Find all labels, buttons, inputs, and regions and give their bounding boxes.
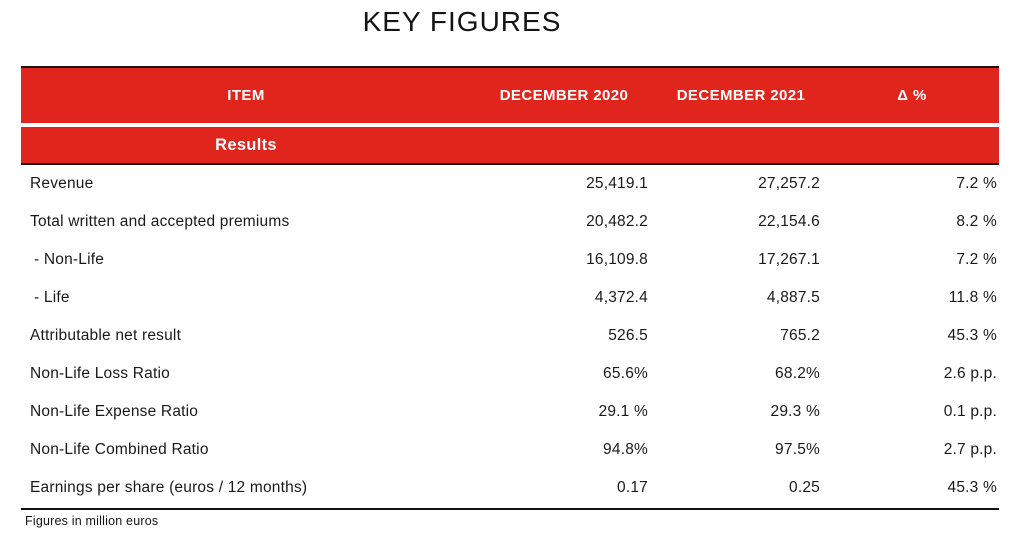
- row-item: Total written and accepted premiums: [30, 213, 290, 230]
- row-dec-2021: 29.3 %: [770, 403, 820, 420]
- row-delta: 8.2 %: [956, 213, 997, 230]
- row-dec-2021: 22,154.6: [758, 213, 820, 230]
- table-row: - Non-Life 16,109.8 17,267.1 7.2 %: [21, 241, 999, 279]
- row-item: Revenue: [30, 175, 94, 192]
- row-item: Earnings per share (euros / 12 months): [30, 479, 308, 496]
- row-dec-2020: 65.6%: [603, 365, 648, 382]
- row-delta: 0.1 p.p.: [943, 403, 997, 420]
- column-header-dec-2021: DECEMBER 2021: [676, 87, 806, 104]
- row-dec-2020: 4,372.4: [594, 289, 648, 306]
- table-bottom-rule: [21, 508, 999, 510]
- row-dec-2020: 20,482.2: [586, 213, 648, 230]
- column-header-dec-2020: DECEMBER 2020: [499, 87, 629, 104]
- row-delta: 7.2 %: [956, 175, 997, 192]
- row-item: Non-Life Loss Ratio: [30, 365, 170, 382]
- row-dec-2021: 4,887.5: [766, 289, 820, 306]
- row-delta: 45.3 %: [947, 479, 997, 496]
- column-header-item: ITEM: [227, 87, 265, 104]
- row-dec-2021: 765.2: [780, 327, 820, 344]
- table-row: Non-Life Expense Ratio 29.1 % 29.3 % 0.1…: [21, 393, 999, 431]
- footnote: Figures in million euros: [25, 514, 159, 528]
- column-header-delta: Δ %: [897, 87, 927, 104]
- row-dec-2021: 17,267.1: [758, 251, 820, 268]
- section-bottom-rule: [21, 163, 999, 165]
- row-dec-2020: 94.8%: [603, 441, 648, 458]
- row-dec-2020: 526.5: [608, 327, 648, 344]
- row-dec-2020: 0.17: [617, 479, 648, 496]
- row-dec-2020: 25,419.1: [586, 175, 648, 192]
- row-delta: 7.2 %: [956, 251, 997, 268]
- row-delta: 2.7 p.p.: [943, 441, 997, 458]
- row-delta: 11.8 %: [948, 289, 997, 306]
- row-dec-2021: 97.5%: [775, 441, 820, 458]
- row-dec-2020: 29.1 %: [598, 403, 648, 420]
- table-row: Revenue 25,419.1 27,257.2 7.2 %: [21, 165, 999, 203]
- table-row: Non-Life Loss Ratio 65.6% 68.2% 2.6 p.p.: [21, 355, 999, 393]
- table-row: - Life 4,372.4 4,887.5 11.8 %: [21, 279, 999, 317]
- row-item: Non-Life Expense Ratio: [30, 403, 199, 420]
- table-top-rule: [21, 66, 999, 68]
- section-row-results: Results: [21, 127, 999, 163]
- row-dec-2020: 16,109.8: [586, 251, 648, 268]
- header-gap: [21, 123, 999, 127]
- key-figures-table: ITEM DECEMBER 2020 DECEMBER 2021 Δ % Res…: [21, 66, 999, 510]
- row-item: - Non-Life: [34, 251, 105, 268]
- table-row: Attributable net result 526.5 765.2 45.3…: [21, 317, 999, 355]
- row-item: - Life: [34, 289, 70, 306]
- row-delta: 2.6 p.p.: [943, 365, 997, 382]
- row-dec-2021: 0.25: [789, 479, 820, 496]
- table-header-row: ITEM DECEMBER 2020 DECEMBER 2021 Δ %: [21, 68, 999, 123]
- row-dec-2021: 68.2%: [775, 365, 820, 382]
- table-row: Non-Life Combined Ratio 94.8% 97.5% 2.7 …: [21, 431, 999, 469]
- row-delta: 45.3 %: [947, 327, 997, 344]
- row-item: Non-Life Combined Ratio: [30, 441, 209, 458]
- table-row: Total written and accepted premiums 20,4…: [21, 203, 999, 241]
- page-title: KEY FIGURES: [362, 6, 562, 37]
- table-row: Earnings per share (euros / 12 months) 0…: [21, 469, 999, 507]
- section-label: Results: [215, 135, 277, 154]
- row-item: Attributable net result: [30, 327, 182, 344]
- row-dec-2021: 27,257.2: [758, 175, 820, 192]
